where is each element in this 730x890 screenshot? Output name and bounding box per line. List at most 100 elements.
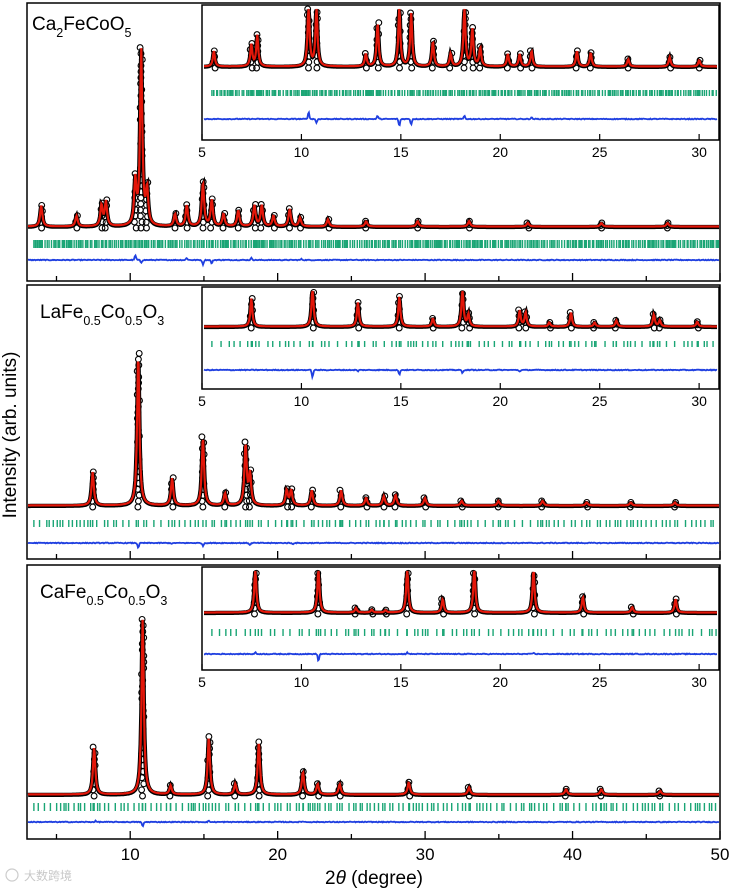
observed-point — [245, 497, 253, 505]
observed-point-inset — [446, 64, 454, 72]
observed-point — [627, 498, 635, 506]
x-tick-label: 40 — [563, 845, 582, 864]
observed-point — [523, 219, 531, 227]
observed-point — [562, 785, 570, 793]
bragg-ticks-inset — [211, 629, 717, 636]
observed-point — [422, 503, 430, 511]
observed-point — [362, 224, 370, 232]
calculated-profile-inset — [204, 570, 717, 614]
bragg-ticks — [33, 520, 714, 527]
difference-curve-inset — [204, 650, 717, 663]
inset-tick-label: 20 — [492, 393, 508, 409]
observed-point — [494, 497, 502, 505]
bragg-ticks-inset — [211, 341, 714, 347]
label-subscript: 0.5 — [83, 314, 100, 328]
observed-point — [465, 792, 473, 800]
difference-curve — [27, 253, 720, 268]
label-part: Co — [104, 582, 128, 603]
difference-curve — [27, 541, 720, 550]
calculated-profile — [28, 48, 719, 228]
inset-tick-label: 5 — [198, 144, 206, 160]
inset-tick-label: 5 — [198, 674, 206, 690]
inset-tick-label: 15 — [393, 674, 409, 690]
inset-tick-label: 15 — [393, 393, 409, 409]
observed-point-inset — [650, 324, 658, 332]
label-part: Ca — [32, 14, 57, 35]
observed-point-inset — [355, 324, 363, 332]
x-axis-label-theta: θ — [336, 868, 347, 889]
observed-point — [219, 224, 227, 232]
observed-point-inset — [362, 64, 370, 72]
inset-tick-label: 5 — [198, 393, 206, 409]
observed-point-inset — [695, 64, 703, 72]
observed-point-inset — [382, 606, 390, 614]
observed-point — [597, 792, 605, 800]
observed-point-inset — [429, 324, 437, 332]
observed-point — [406, 792, 414, 800]
observed-point — [336, 792, 344, 800]
calculated-profile — [27, 619, 719, 796]
inset-tick-label: 25 — [592, 144, 608, 160]
label-subscript: 3 — [157, 314, 164, 328]
inset-tick-label: 20 — [492, 144, 508, 160]
observed-point — [363, 503, 371, 511]
inset-tick-label: 30 — [691, 674, 707, 690]
observed-point — [132, 224, 140, 232]
observed-point-inset — [466, 324, 474, 332]
observed-point-inset — [586, 64, 594, 72]
observed-point-inset — [655, 324, 663, 332]
observed-point-inset — [693, 318, 701, 326]
label-part: LaFe — [40, 302, 83, 323]
x-axis-label: 2θ (degree) — [325, 868, 423, 889]
observed-point-inset — [624, 64, 632, 72]
panel-compound-label: LaFe0.5Co0.5O3 — [40, 302, 164, 328]
x-axis-label-suffix: (degree) — [346, 868, 423, 889]
calculated-profile-inset — [204, 8, 717, 68]
observed-point — [270, 224, 278, 232]
bragg-ticks-inset — [211, 90, 717, 96]
observed-point — [138, 786, 146, 794]
observed-point — [221, 503, 229, 511]
observed-point — [286, 224, 293, 232]
label-part: O — [142, 302, 157, 323]
observed-point — [466, 224, 473, 232]
label-subscript: 5 — [125, 26, 132, 40]
observed-point — [583, 498, 591, 506]
inset-1: 5 10 15 20 25 30 — [198, 4, 720, 160]
inset-tick-label: 30 — [691, 144, 707, 160]
inset-3: 5 10 15 20 25 30 — [198, 566, 720, 690]
label-subscript: 0.5 — [125, 314, 142, 328]
observed-point — [414, 224, 422, 232]
difference-curve — [27, 819, 720, 828]
inset-tick-label: 15 — [393, 144, 409, 160]
x-tick-label: 20 — [268, 845, 287, 864]
label-part: Co — [101, 302, 125, 323]
x-tick-label: 30 — [416, 845, 435, 864]
observed-point — [391, 503, 399, 511]
inset-tick-label: 20 — [492, 674, 508, 690]
observed-point — [140, 780, 148, 788]
y-axis-label: Intensity (arb. units) — [0, 352, 21, 519]
watermark-icon — [5, 868, 19, 882]
label-subscript: 3 — [160, 594, 167, 608]
observed-point-inset — [503, 64, 511, 72]
bragg-ticks — [33, 803, 717, 811]
inset-tick-label: 10 — [294, 144, 310, 160]
label-subscript: 0.5 — [86, 594, 103, 608]
observed-point-inset — [517, 64, 525, 72]
watermark: 大数跨境 — [24, 868, 72, 883]
calculated-profile-inset — [204, 290, 717, 328]
observed-point-inset — [567, 324, 575, 332]
panel-compound-label: CaFe0.5Co0.5O3 — [40, 582, 167, 608]
x-axis-label-prefix: 2 — [325, 868, 336, 889]
observed-point-inset — [530, 610, 538, 618]
observed-point — [136, 44, 144, 52]
label-subscript: 2 — [56, 26, 63, 40]
bragg-ticks — [33, 240, 720, 248]
x-tick-label: 10 — [121, 845, 140, 864]
